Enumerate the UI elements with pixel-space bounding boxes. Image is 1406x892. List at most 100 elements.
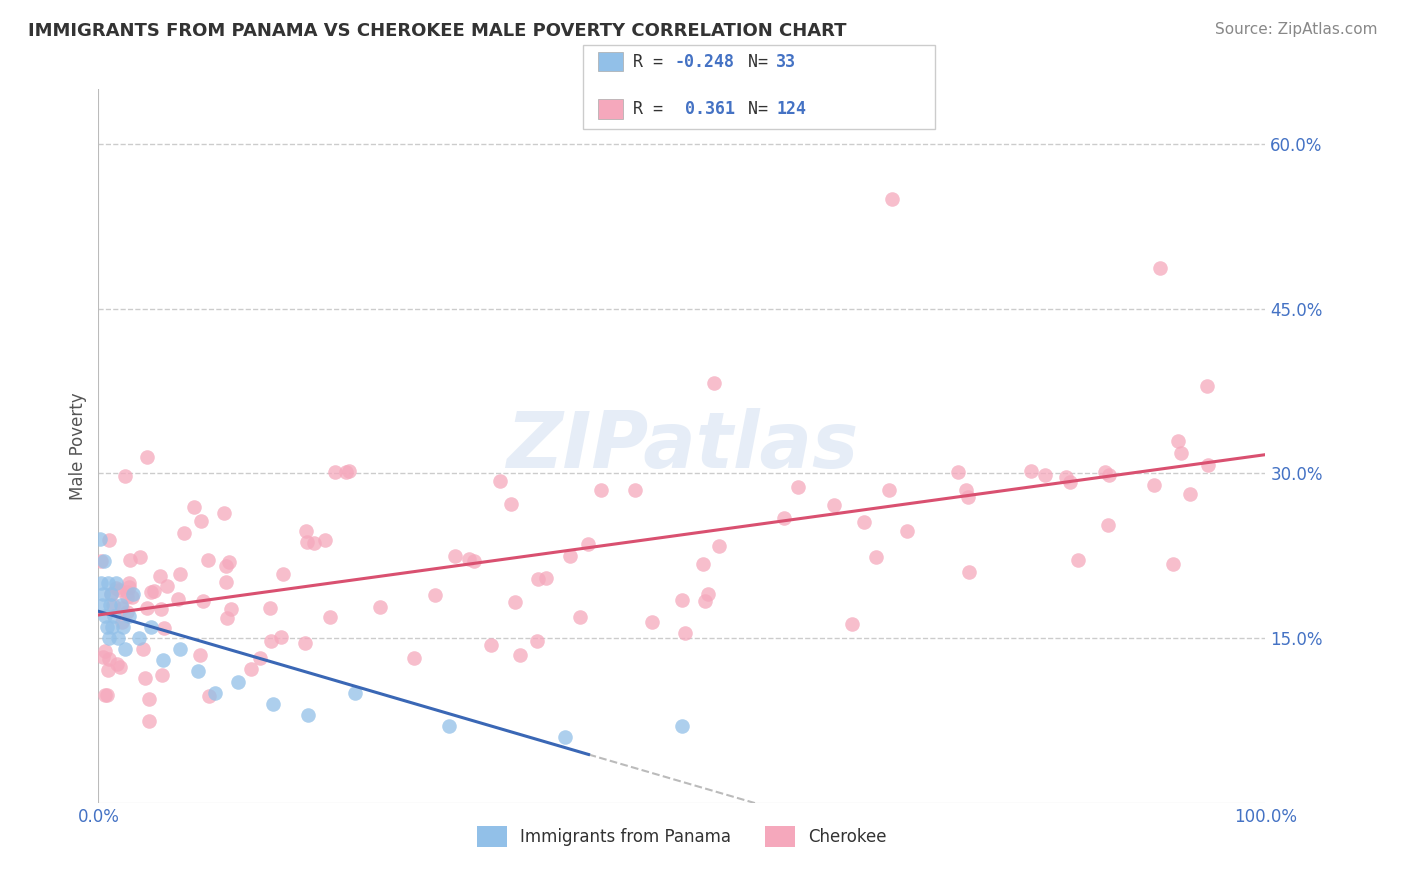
Point — [104, 582, 127, 596]
Point — [91, 650, 114, 665]
Point — [262, 697, 284, 711]
Point — [97, 631, 120, 645]
Point — [344, 686, 367, 700]
Point — [841, 617, 863, 632]
Point — [108, 660, 131, 674]
Point — [880, 192, 903, 206]
Point — [501, 497, 523, 511]
Point — [527, 573, 550, 587]
Point — [323, 465, 346, 479]
Point — [509, 648, 531, 663]
Point — [319, 610, 342, 624]
Point — [111, 601, 134, 615]
Point — [114, 642, 136, 657]
Point — [671, 719, 693, 733]
Point — [877, 483, 900, 497]
Point — [129, 550, 152, 565]
Text: -0.248: -0.248 — [675, 53, 735, 70]
Point — [852, 515, 875, 529]
Point — [823, 499, 845, 513]
Point — [1097, 518, 1119, 533]
Point — [111, 615, 134, 630]
Legend: Immigrants from Panama, Cherokee: Immigrants from Panama, Cherokee — [468, 818, 896, 855]
Point — [122, 587, 145, 601]
Point — [204, 686, 226, 700]
Point — [98, 533, 121, 547]
Point — [697, 587, 720, 601]
Point — [1167, 434, 1189, 449]
Point — [302, 536, 325, 550]
Point — [249, 651, 271, 665]
Point — [152, 653, 174, 667]
Point — [108, 583, 131, 598]
Point — [1033, 468, 1056, 483]
Point — [946, 465, 969, 479]
Point — [270, 630, 292, 644]
Point — [100, 587, 122, 601]
Point — [191, 594, 214, 608]
Point — [139, 620, 162, 634]
Point — [1161, 557, 1184, 571]
Point — [671, 592, 693, 607]
Point — [98, 652, 121, 666]
Point — [955, 483, 977, 497]
Point — [576, 537, 599, 551]
Point — [297, 534, 319, 549]
Point — [115, 585, 138, 599]
Point — [94, 609, 117, 624]
Point — [695, 594, 717, 608]
Point — [132, 642, 155, 657]
Point — [97, 663, 120, 677]
Point — [100, 587, 122, 601]
Point — [294, 636, 316, 650]
Text: ZIPatlas: ZIPatlas — [506, 408, 858, 484]
Point — [423, 588, 446, 602]
Point — [90, 598, 112, 612]
Point — [96, 620, 118, 634]
Point — [149, 568, 172, 582]
Point — [294, 524, 316, 538]
Point — [337, 464, 360, 478]
Point — [1197, 378, 1219, 392]
Point — [115, 605, 138, 619]
Point — [703, 376, 725, 390]
Point — [1098, 468, 1121, 483]
Point — [198, 690, 221, 704]
Point — [1178, 487, 1201, 501]
Point — [128, 631, 150, 645]
Point — [335, 466, 357, 480]
Point — [218, 555, 240, 569]
Point — [569, 610, 592, 624]
Text: 0.361: 0.361 — [675, 100, 735, 118]
Point — [90, 554, 112, 568]
Point — [101, 598, 124, 612]
Point — [957, 491, 980, 505]
Point — [149, 602, 172, 616]
Point — [139, 584, 162, 599]
Point — [297, 708, 319, 723]
Point — [134, 671, 156, 685]
Point — [215, 558, 238, 573]
Point — [444, 549, 467, 563]
Text: N=: N= — [738, 53, 778, 70]
Point — [624, 483, 647, 497]
Point — [260, 634, 283, 648]
Point — [138, 714, 160, 729]
Point — [534, 571, 557, 585]
Point — [121, 590, 143, 604]
Point — [169, 566, 191, 581]
Point — [114, 468, 136, 483]
Point — [103, 609, 125, 624]
Point — [101, 620, 124, 634]
Point — [187, 664, 209, 678]
Text: R =: R = — [633, 100, 672, 118]
Point — [239, 662, 262, 676]
Point — [217, 611, 239, 625]
Point — [458, 552, 481, 566]
Point — [554, 730, 576, 744]
Point — [89, 533, 111, 547]
Point — [1142, 477, 1164, 491]
Text: R =: R = — [633, 53, 672, 70]
Point — [271, 566, 294, 581]
Point — [865, 550, 887, 565]
